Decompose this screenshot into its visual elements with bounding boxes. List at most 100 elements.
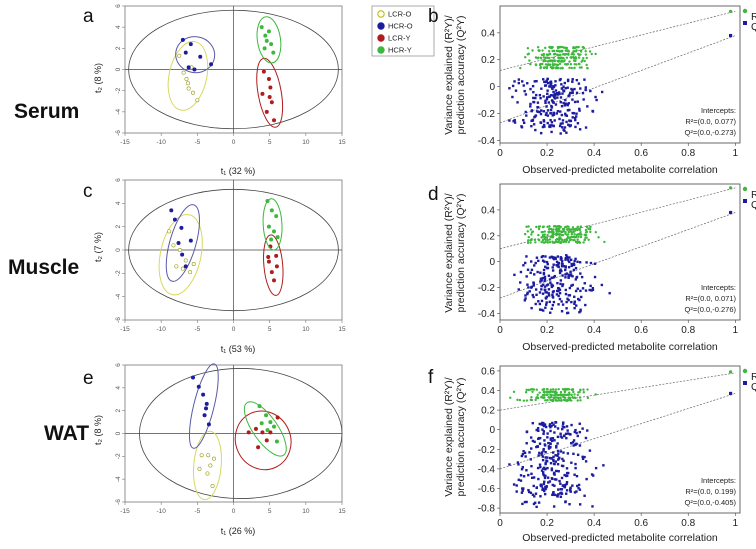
- r2-point: [552, 225, 556, 228]
- point-lcr-y: [274, 264, 279, 269]
- q2-point: [559, 488, 563, 491]
- r2-point: [578, 66, 582, 69]
- q2-point: [545, 459, 548, 462]
- x-tick-label: 0: [232, 139, 236, 146]
- x-axis-label: Observed-predicted metabolite correlatio…: [522, 341, 718, 353]
- q2-point: [554, 103, 558, 106]
- q2-point: [544, 291, 547, 294]
- r2-point: [589, 225, 592, 229]
- legend-q2-label: Q²: [751, 381, 756, 393]
- r2-point: [549, 46, 552, 50]
- q2-point: [543, 80, 546, 84]
- r2-point: [553, 52, 556, 56]
- q2-point: [525, 255, 528, 258]
- r2-point: [541, 62, 544, 66]
- q2-point: [552, 90, 555, 94]
- q2-point: [544, 468, 547, 471]
- r2-point: [548, 241, 552, 244]
- r2-point: [584, 50, 587, 53]
- q2-point: [559, 256, 563, 259]
- r2-point: [559, 67, 562, 70]
- point-lcr-o: [191, 261, 196, 266]
- q2-point: [593, 275, 597, 279]
- r2-point: [551, 390, 554, 393]
- q2-point: [539, 112, 543, 116]
- ellipse-lcr-y: [263, 234, 284, 296]
- q2-point: [551, 269, 555, 272]
- q2-point: [565, 489, 569, 492]
- point-hcr-y: [265, 199, 270, 204]
- q2-point: [559, 482, 562, 485]
- point-lcr-o: [197, 466, 202, 471]
- y-tick-label: 0: [489, 257, 495, 268]
- q2-point-original: [728, 210, 733, 215]
- r2-point: [539, 65, 543, 69]
- q2-point: [564, 273, 567, 276]
- r2-point: [554, 393, 557, 396]
- q2-point: [529, 87, 532, 91]
- r2-point: [568, 60, 571, 63]
- y-tick-label: -0.6: [478, 484, 496, 495]
- r2-point: [541, 49, 544, 52]
- point-lcr-o: [185, 81, 190, 86]
- r2-point: [570, 388, 573, 391]
- x-tick-label: -5: [194, 508, 200, 515]
- q2-point: [534, 96, 537, 100]
- r2-point: [574, 396, 577, 400]
- x-axis-label: t₁ (32 %): [221, 166, 256, 176]
- q2-point: [556, 255, 560, 258]
- point-lcr-y: [268, 430, 273, 435]
- q2-point: [551, 295, 554, 298]
- q2-point: [529, 491, 533, 495]
- q2-point: [539, 280, 542, 283]
- q2-point: [578, 444, 582, 447]
- q2-point: [536, 427, 540, 430]
- q2-point: [576, 453, 580, 457]
- r2-point: [564, 240, 568, 244]
- r2-point: [558, 226, 562, 229]
- q2-point: [521, 487, 524, 490]
- r2-point: [565, 238, 569, 242]
- q2-point: [553, 94, 556, 97]
- q2-point: [563, 104, 567, 107]
- r2-point: [532, 388, 536, 391]
- q2-point: [544, 296, 548, 300]
- point-hcr-o: [198, 54, 203, 59]
- q2-point: [554, 420, 557, 424]
- q2-point: [545, 111, 548, 115]
- q2-point: [531, 118, 535, 122]
- q2-point: [553, 471, 556, 474]
- legend-marker-hcr-y: [377, 46, 385, 54]
- legend-marker-lcr-o: [377, 10, 385, 18]
- y-tick-label: 2: [115, 224, 122, 228]
- r2-point: [538, 63, 542, 67]
- r2-point: [585, 63, 588, 67]
- q2-point: [577, 486, 580, 490]
- legend-r2-marker: [742, 368, 748, 374]
- r2-point: [518, 398, 522, 402]
- r2-point: [551, 235, 555, 238]
- q2-point: [555, 469, 558, 473]
- q2-point: [547, 445, 551, 448]
- q2-point: [575, 112, 578, 115]
- r2-point: [542, 52, 545, 56]
- q2-point: [546, 96, 549, 99]
- q2-point: [556, 286, 560, 290]
- q2-point: [546, 89, 549, 92]
- q2-point: [537, 300, 540, 303]
- point-lcr-o: [195, 98, 200, 103]
- q2-point: [550, 276, 553, 279]
- q2-point: [600, 90, 604, 94]
- y-tick-label: -0.8: [478, 504, 496, 515]
- q2-point: [551, 293, 554, 296]
- q2-point: [575, 91, 579, 95]
- q2-point: [544, 306, 547, 309]
- q2-point: [546, 81, 550, 85]
- q2-point: [524, 110, 527, 114]
- r2-point: [546, 233, 549, 237]
- q2-point: [545, 301, 548, 304]
- q2-point: [558, 124, 562, 128]
- q2-point: [575, 474, 579, 478]
- q2-point: [541, 455, 544, 458]
- r2-point: [525, 399, 529, 402]
